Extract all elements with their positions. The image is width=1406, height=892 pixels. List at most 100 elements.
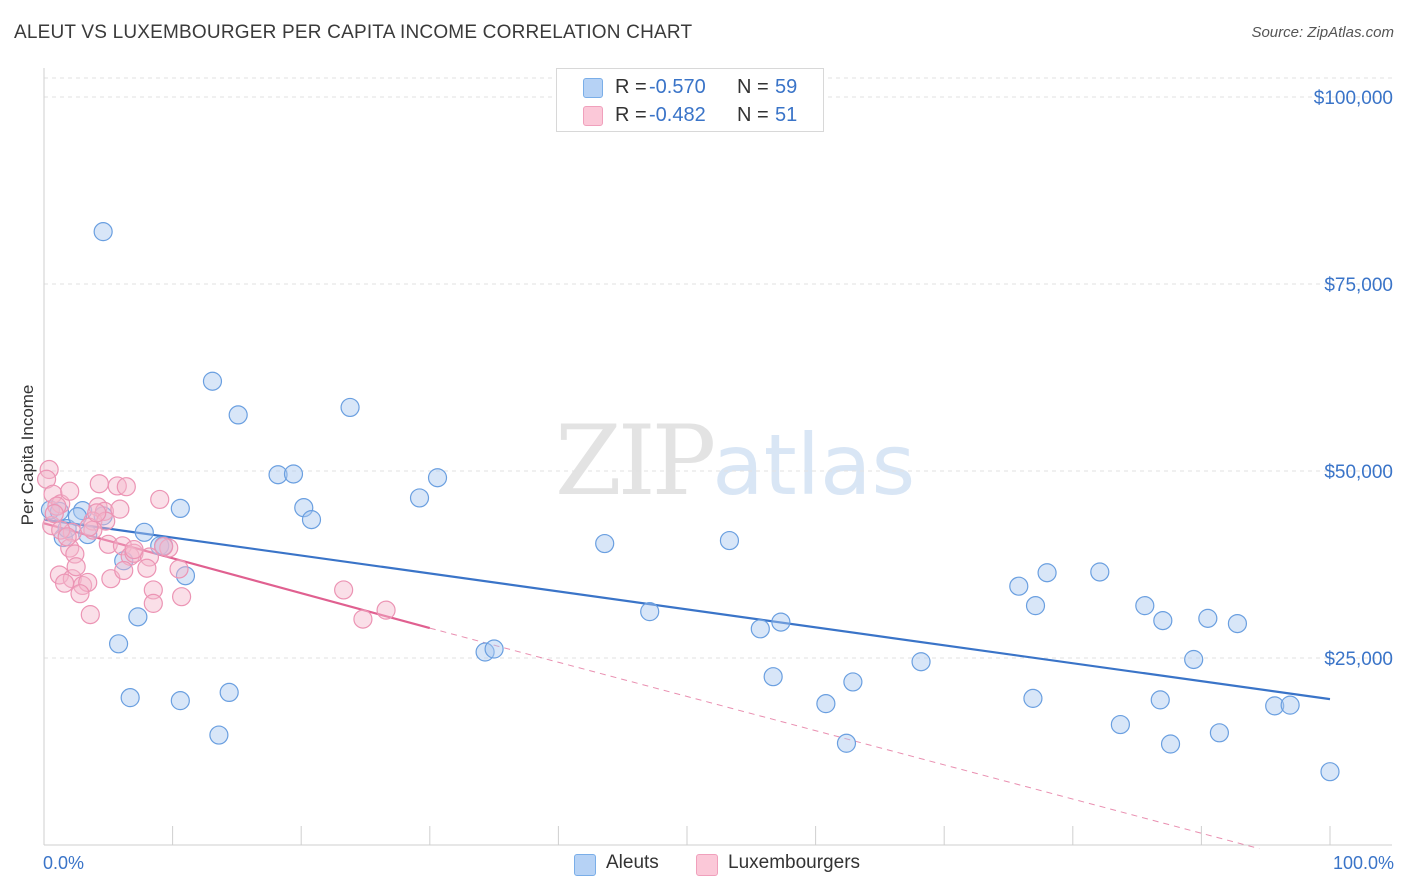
chart-title: ALEUT VS LUXEMBOURGER PER CAPITA INCOME …	[14, 22, 693, 43]
aleuts-point	[771, 612, 791, 632]
luxembourgers-point	[137, 558, 157, 578]
luxembourgers-point	[169, 559, 189, 579]
luxembourgers-point	[124, 539, 144, 560]
aleuts-point	[1320, 762, 1340, 782]
luxembourgers-point	[87, 503, 107, 523]
luxembourgers-point	[89, 474, 109, 494]
aleuts-point	[219, 682, 239, 703]
luxembourgers-point	[47, 496, 67, 516]
source-credit: Source: ZipAtlas.com	[1251, 24, 1394, 41]
trend-lines	[43, 518, 1331, 850]
luxembourgers-point	[80, 605, 100, 625]
luxembourgers-point	[153, 536, 174, 557]
data-points	[36, 222, 1340, 782]
aleuts-point	[1160, 734, 1181, 754]
r-value: -0.570	[649, 76, 706, 98]
aleuts-point	[1110, 714, 1130, 735]
r-label: R =	[615, 76, 647, 98]
luxembourgers-point	[43, 484, 63, 504]
aleuts-point	[427, 468, 448, 488]
luxembourgers-point	[112, 536, 133, 556]
aleuts-point	[1135, 596, 1155, 616]
y-tick-label: $75,000	[1324, 275, 1393, 296]
aleuts-point	[1184, 649, 1204, 670]
n-value: 59	[775, 76, 798, 98]
aleuts-point	[640, 602, 660, 622]
y-tick-label: $50,000	[1324, 462, 1393, 483]
aleuts-point	[128, 607, 148, 627]
legend-label-aleuts: Aleuts	[606, 852, 659, 873]
aleuts-point	[843, 672, 863, 692]
aleuts-point	[170, 691, 190, 711]
watermark-atlas: atlas	[712, 416, 916, 514]
luxembourgers-point	[78, 572, 98, 593]
luxembourgers-point	[143, 593, 163, 613]
r-label: R =	[615, 104, 647, 126]
aleuts-point	[1025, 596, 1046, 616]
aleuts-point	[1265, 696, 1285, 716]
aleuts-point	[170, 498, 190, 518]
r-value: -0.482	[649, 104, 706, 126]
aleuts-point	[202, 371, 223, 391]
luxembourgers-trend-extension	[429, 627, 1260, 850]
x-tick-label: 0.0%	[43, 853, 84, 873]
luxembourgers-point	[60, 538, 80, 558]
aleuts-point	[72, 501, 93, 521]
aleuts-point	[719, 530, 740, 551]
luxembourgers-point	[116, 477, 136, 497]
aleuts-point	[763, 667, 783, 687]
luxembourgers-point	[66, 557, 86, 577]
aleuts-point	[816, 694, 836, 714]
luxembourgers-point	[60, 481, 80, 501]
luxembourgers-point	[172, 587, 192, 607]
aleuts-point	[1280, 695, 1300, 715]
aleuts-point	[209, 725, 229, 745]
aleuts-point	[1153, 610, 1173, 631]
luxembourgers-swatch	[583, 106, 603, 126]
n-label: N =	[737, 76, 769, 98]
luxembourgers-point	[114, 560, 134, 581]
aleuts-point	[120, 688, 140, 708]
aleuts-point	[750, 619, 770, 639]
watermark-logo: ZIPatlas	[555, 405, 915, 517]
watermark-zip: ZIP	[555, 405, 716, 517]
luxembourgers-point	[334, 580, 354, 600]
aleuts-point	[409, 488, 430, 508]
aleuts-point	[1227, 613, 1248, 634]
legend-label-luxembourgers: Luxembourgers	[728, 852, 861, 873]
luxembourgers-point	[42, 516, 62, 536]
tick-labels: $25,000 $50,000 $75,000 $100,000 0.0% 100.0%	[43, 88, 1394, 873]
legend-swatch-aleuts	[574, 854, 596, 876]
y-tick-label: $25,000	[1324, 649, 1393, 670]
aleuts-point	[228, 405, 248, 425]
aleuts-swatch	[583, 78, 603, 98]
aleuts-point	[1198, 608, 1218, 628]
luxembourgers-point	[57, 527, 77, 547]
aleuts-point	[1023, 688, 1043, 708]
aleuts-point	[1090, 562, 1110, 582]
aleuts-point	[1009, 576, 1029, 596]
aleuts-point	[340, 397, 360, 418]
aleuts-point	[1209, 723, 1230, 743]
aleuts-point	[283, 464, 304, 484]
n-value: 51	[775, 104, 798, 126]
luxembourgers-point	[139, 547, 160, 567]
aleuts-point	[294, 498, 314, 518]
aleuts-point	[134, 522, 154, 542]
aleuts-point	[108, 634, 129, 654]
correlation-stats-box: R = -0.570 N = 59 R = -0.482 N = 51	[556, 68, 824, 132]
aleuts-point	[268, 465, 288, 485]
aleuts-point	[595, 533, 615, 554]
luxembourgers-point	[376, 600, 396, 620]
aleuts-point	[1037, 563, 1057, 583]
x-tick-label: 100.0%	[1333, 853, 1394, 873]
luxembourgers-point	[98, 534, 118, 554]
n-label: N =	[737, 104, 769, 126]
aleuts-point	[93, 222, 113, 242]
axes	[43, 68, 1392, 846]
luxembourgers-point	[143, 580, 163, 600]
aleuts-point	[836, 733, 857, 753]
stats-row-luxembourgers: R = -0.482 N = 51	[557, 101, 823, 129]
aleuts-point	[484, 639, 504, 659]
